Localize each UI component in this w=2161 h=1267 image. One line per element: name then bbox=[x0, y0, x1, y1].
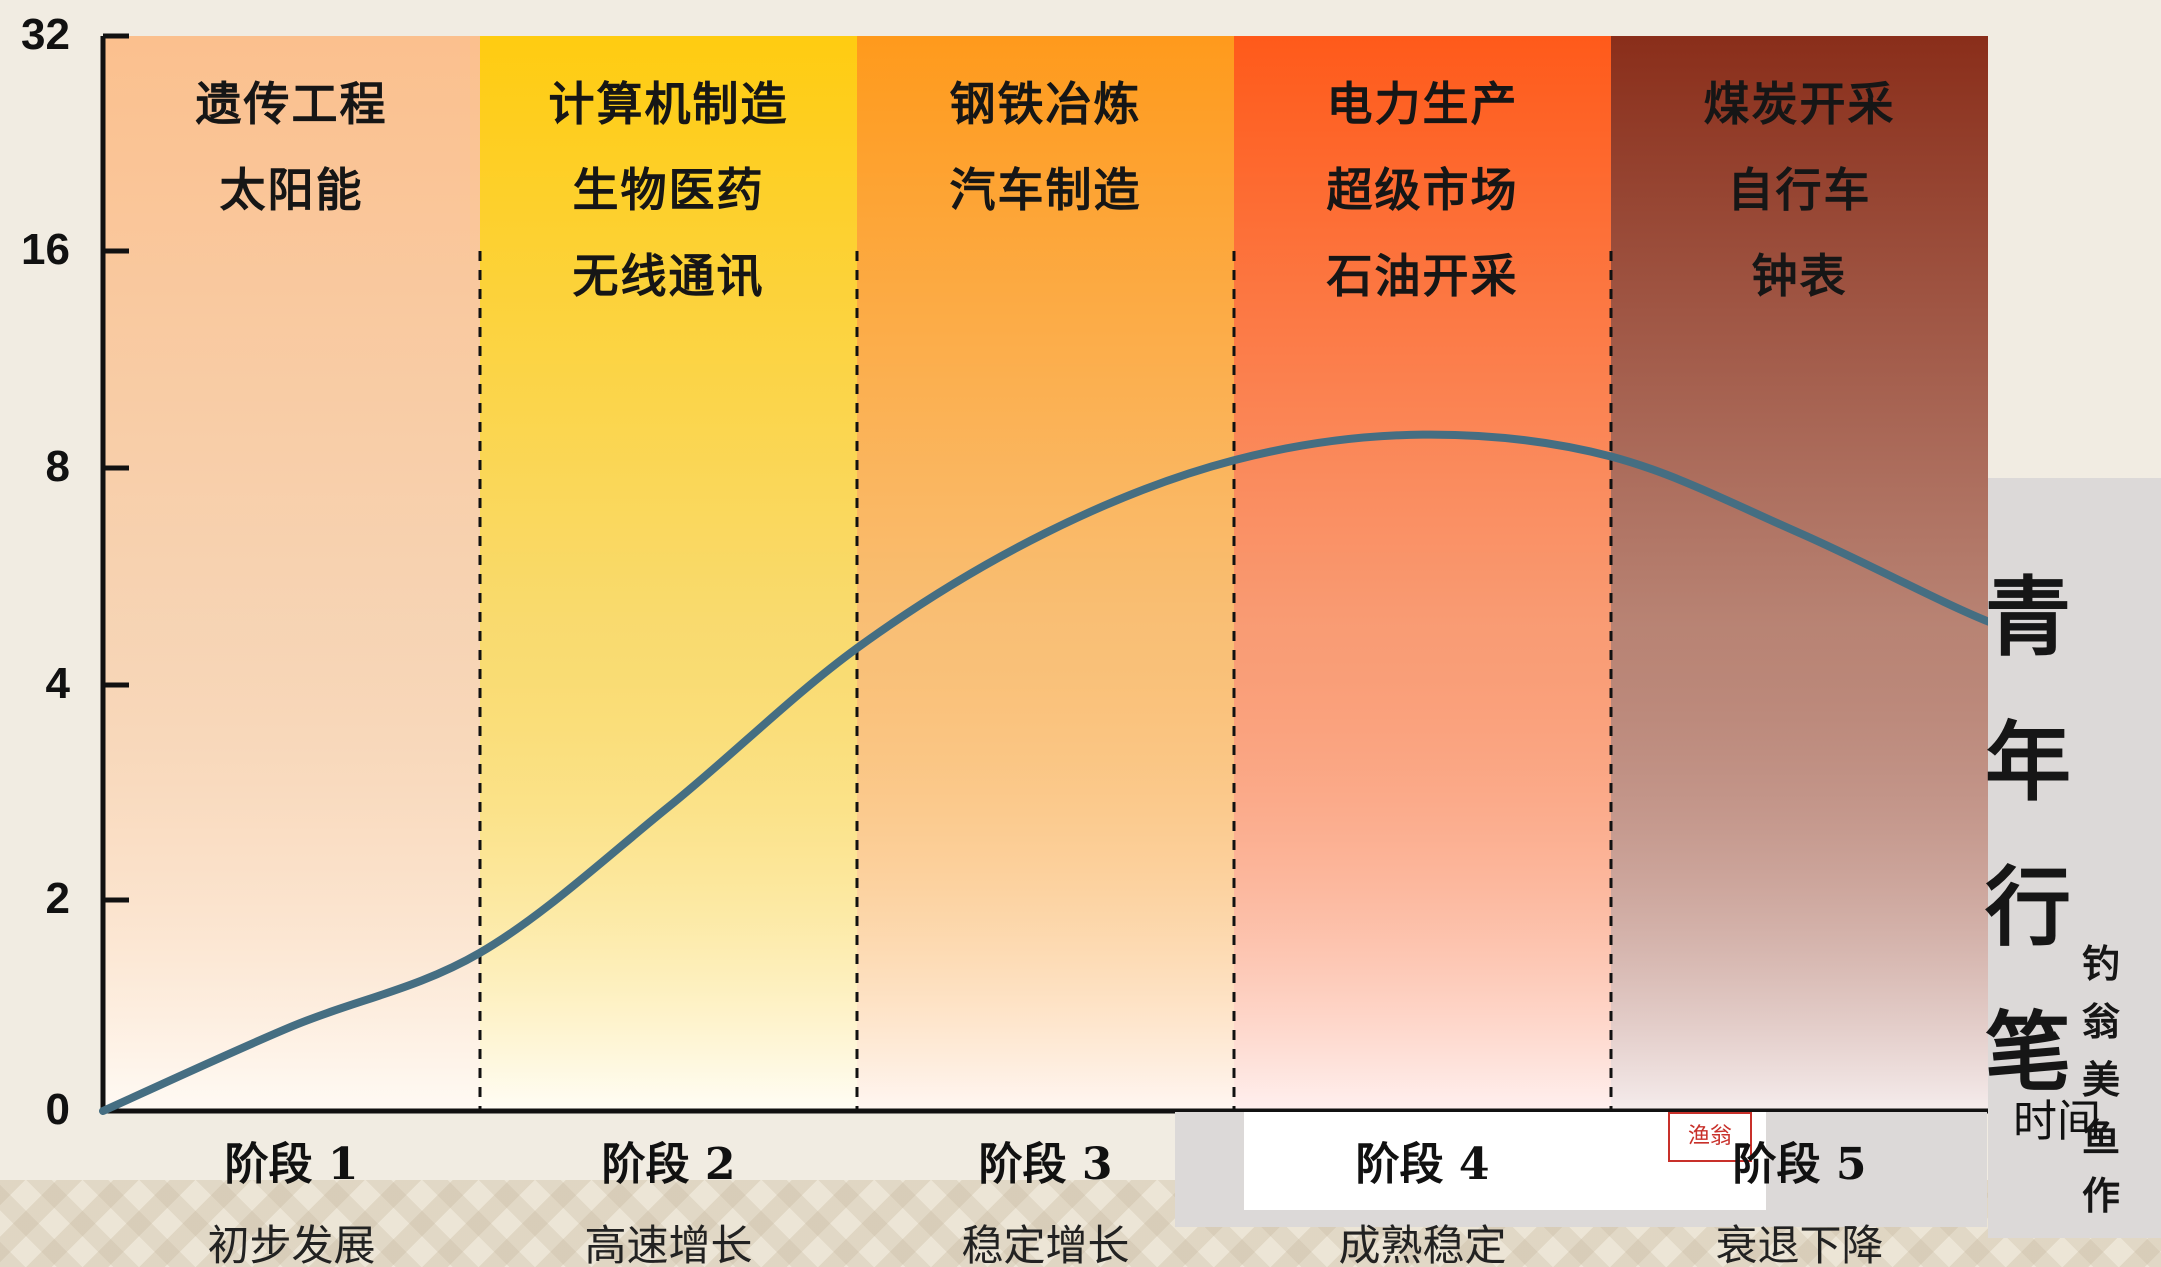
y-tick-label: 2 bbox=[45, 874, 70, 923]
stage-1-description: 初步发展 bbox=[207, 1221, 376, 1267]
stage-band-4 bbox=[1234, 36, 1611, 1111]
stage-4-industry: 石油开采 bbox=[1326, 249, 1519, 303]
y-tick-label: 32 bbox=[21, 10, 70, 59]
stage-5-industry: 煤炭开采 bbox=[1703, 77, 1896, 131]
stage-band-2 bbox=[480, 36, 857, 1111]
stage-4-label: 阶段 4 bbox=[1355, 1139, 1490, 1190]
lifecycle-curve bbox=[99, 430, 2106, 1115]
stage-2-industry: 生物医药 bbox=[572, 163, 765, 217]
stage-2-industry: 无线通讯 bbox=[572, 249, 765, 303]
stage-5-industry: 钟表 bbox=[1751, 249, 1848, 303]
stage-2-industry: 计算机制造 bbox=[548, 77, 789, 131]
stage-2-description: 高速增长 bbox=[584, 1221, 753, 1267]
stage-band-1 bbox=[103, 36, 480, 1111]
stage-bands bbox=[103, 36, 1988, 1111]
y-tick-label: 8 bbox=[45, 442, 70, 491]
stage-5-label: 阶段 5 bbox=[1732, 1139, 1867, 1190]
stage-4-description: 成熟稳定 bbox=[1338, 1221, 1507, 1267]
chart-axes bbox=[100, 33, 1988, 1114]
stage-3-industry: 钢铁冶炼 bbox=[949, 77, 1142, 131]
y-tick-label: 4 bbox=[45, 659, 70, 708]
stage-1-industry: 遗传工程 bbox=[195, 77, 388, 131]
stage-1-industry: 太阳能 bbox=[219, 163, 364, 217]
stage-band-3 bbox=[857, 36, 1234, 1111]
stage-4-industry: 超级市场 bbox=[1326, 163, 1519, 217]
stage-band-5 bbox=[1611, 36, 1988, 1111]
y-tick-label: 16 bbox=[21, 225, 70, 274]
stage-2-label: 阶段 2 bbox=[601, 1139, 736, 1190]
stage-3-description: 稳定增长 bbox=[961, 1221, 1130, 1267]
seal-stamp: 渔翁 bbox=[1668, 1112, 1752, 1162]
stage-1-label: 阶段 1 bbox=[224, 1139, 359, 1190]
stage-3-industry: 汽车制造 bbox=[949, 163, 1142, 217]
stage-4-industry: 电力生产 bbox=[1326, 77, 1519, 131]
x-axis-label: 时间 bbox=[2013, 1096, 2101, 1147]
calligraphy-signature: 钓翁美鱼作 bbox=[2082, 941, 2121, 1218]
y-tick-label: 0 bbox=[45, 1085, 70, 1134]
stage-5-industry: 自行车 bbox=[1727, 163, 1872, 217]
calligraphy-watermark: 青年行笔 bbox=[1985, 567, 2071, 1103]
watermark-panel bbox=[1988, 478, 2161, 1238]
stage-5-description: 衰退下降 bbox=[1715, 1221, 1884, 1267]
stage-3-label: 阶段 3 bbox=[978, 1139, 1113, 1190]
